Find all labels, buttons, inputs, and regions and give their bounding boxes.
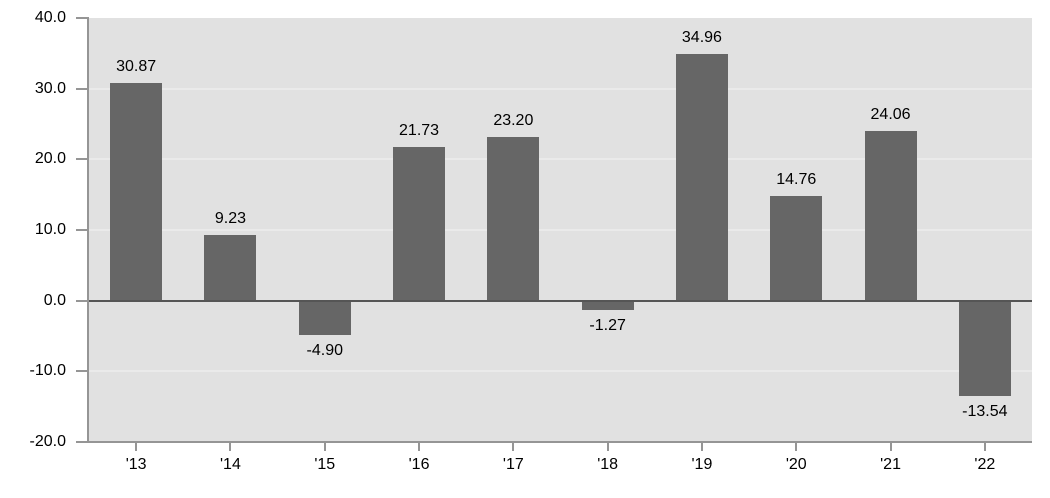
y-axis-tick-label: 30.0 xyxy=(34,79,66,97)
x-axis-tick xyxy=(418,443,421,451)
x-axis-tick-label: '19 xyxy=(691,456,713,473)
bar xyxy=(770,196,823,301)
bar xyxy=(298,300,351,336)
y-axis-line xyxy=(87,17,89,443)
x-axis-tick xyxy=(229,443,232,451)
x-axis-tick xyxy=(983,443,986,451)
gridline xyxy=(89,229,1032,231)
x-axis-tick-label: '20 xyxy=(785,456,807,473)
x-axis-tick xyxy=(323,443,326,451)
bar-value-label: 9.23 xyxy=(214,210,246,228)
x-axis-tick xyxy=(700,443,703,451)
x-axis-tick xyxy=(606,443,609,451)
y-axis-tick xyxy=(76,299,87,302)
y-axis-tick-label: 20.0 xyxy=(34,150,66,168)
gridline xyxy=(89,370,1032,373)
y-axis-tick-label: 10.0 xyxy=(34,221,66,238)
bar-value-label: -1.27 xyxy=(589,316,626,334)
bar-value-label: -13.54 xyxy=(962,403,1008,421)
bar-value-label: 34.96 xyxy=(681,28,722,46)
y-axis-tick-label: -20.0 xyxy=(29,433,66,450)
gridline xyxy=(89,158,1032,161)
x-axis-tick-label: '22 xyxy=(974,456,996,473)
bar xyxy=(864,130,917,301)
x-axis-tick xyxy=(512,443,515,451)
x-axis-line xyxy=(87,441,1032,443)
zero-line xyxy=(89,299,1032,302)
plot-area: 30.87 9.23 -4.90 21.73 23.20 -1.27 34.96 14.76 2… xyxy=(89,18,1032,442)
bar xyxy=(393,147,446,301)
y-axis-tick xyxy=(76,17,87,19)
bar-value-label: -4.90 xyxy=(306,342,343,360)
x-axis-tick-label: '17 xyxy=(502,456,524,473)
bar-value-label: 30.87 xyxy=(116,57,157,75)
x-axis-tick-label: '15 xyxy=(314,456,336,473)
x-axis-tick-label: '18 xyxy=(597,456,619,473)
y-axis-tick-label: 0.0 xyxy=(43,291,66,309)
bar xyxy=(110,82,163,301)
y-axis-tick xyxy=(76,229,87,231)
y-axis-tick xyxy=(76,370,87,373)
bar-value-label: 23.20 xyxy=(493,111,534,129)
y-axis-tick xyxy=(76,441,87,443)
bar-value-label: 21.73 xyxy=(399,122,440,140)
x-axis-tick xyxy=(795,443,798,451)
gridline xyxy=(89,87,1032,90)
bar xyxy=(675,53,728,301)
bar xyxy=(581,300,634,310)
y-axis-tick-label: -10.0 xyxy=(29,362,66,380)
x-axis-tick-label: '21 xyxy=(880,456,901,473)
y-axis-tick xyxy=(76,158,87,161)
x-axis-tick-label: '13 xyxy=(125,456,147,473)
bar-value-label: 14.76 xyxy=(776,171,817,189)
bar-value-label: 24.06 xyxy=(870,105,911,123)
x-axis-tick xyxy=(889,443,892,451)
bar xyxy=(487,136,540,301)
x-axis-tick-label: '16 xyxy=(408,456,430,473)
y-axis-tick-label: 40.0 xyxy=(34,9,66,26)
y-axis-tick xyxy=(76,87,87,90)
x-axis-tick-label: '14 xyxy=(220,456,241,473)
bar xyxy=(204,235,257,301)
x-axis-tick xyxy=(135,443,138,451)
bar xyxy=(958,300,1011,397)
